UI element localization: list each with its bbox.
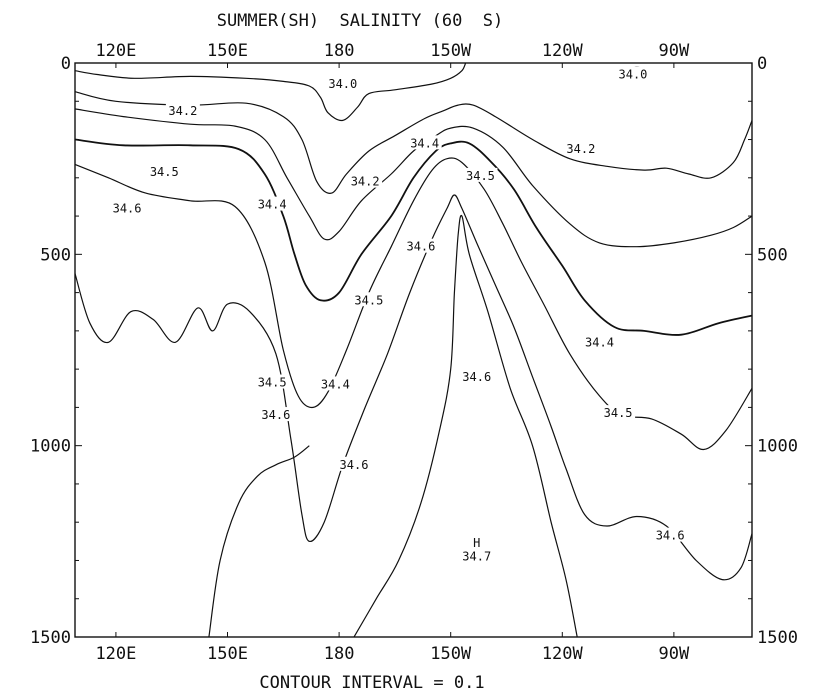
annotation-label: 34.7 [462, 549, 491, 563]
contour-label-mask [403, 238, 438, 253]
contour-label: 34.0 [328, 77, 357, 91]
contour-label-mask [325, 76, 360, 91]
contour-label: 34.5 [354, 293, 383, 307]
y-tick-label-left: 1500 [30, 628, 71, 648]
x-tick-label-top: 90W [659, 41, 690, 61]
x-tick-label-bottom: 180 [324, 644, 355, 664]
plot-frame [74, 62, 753, 638]
contour-label: 34.2 [168, 104, 197, 118]
contour-label: 34.2 [566, 142, 595, 156]
annotation-label: H [473, 536, 480, 550]
contour-label: 34.5 [466, 169, 495, 183]
contour-label-mask [601, 405, 636, 420]
contour-label-mask [336, 456, 371, 471]
contour-interval-note: CONTOUR INTERVAL = 0.1 [259, 673, 484, 693]
y-tick-label-right: 500 [757, 245, 788, 265]
plot-border [74, 62, 753, 638]
contour-label: 34.4 [410, 136, 439, 150]
contour-label: 34.6 [340, 458, 369, 472]
y-tick-label-right: 0 [757, 54, 767, 74]
contour-label-mask [407, 135, 442, 150]
contour-lines [74, 62, 753, 638]
contour-line-unlabeled [208, 445, 310, 638]
contour-label: 34.4 [258, 198, 287, 212]
x-tick-label-bottom: 120W [542, 644, 584, 664]
chart-title: SUMMER(SH) SALINITY (60 S) [217, 11, 504, 31]
contour-label-mask [255, 196, 290, 211]
x-tick-label-bottom: 120E [95, 644, 136, 664]
contour-label-mask [351, 292, 386, 307]
contour-label: 34.6 [113, 201, 142, 215]
contour-label-mask [165, 102, 200, 117]
contour-label: 34.5 [150, 165, 179, 179]
y-tick-label-left: 0 [61, 54, 71, 74]
contour-line-unlabeled [74, 194, 753, 581]
contour-labels: 34.0 34.0 34.2 34.2 34.2 34.4 34.4 34.4 34.4 34.5… [110, 66, 688, 543]
y-tick-label-left: 500 [40, 245, 71, 265]
x-tick-label-bottom: 150E [207, 644, 248, 664]
contour-line-34-2 [74, 91, 753, 194]
contour-label-mask [615, 66, 650, 81]
contour-label-mask [563, 141, 598, 156]
contour-label-mask [255, 374, 290, 389]
contour-label: 34.6 [656, 529, 685, 543]
x-tick-label-top: 150E [207, 41, 248, 61]
contour-label-mask [582, 334, 617, 349]
contour-label-mask [258, 407, 293, 422]
contour-line-34-6 [74, 157, 753, 451]
x-tick-label-bottom: 90W [659, 644, 690, 664]
contour-label: 34.6 [406, 240, 435, 254]
contour-label: 34.5 [258, 376, 287, 390]
x-tick-label-top: 120W [542, 41, 584, 61]
contour-label: 34.2 [351, 175, 380, 189]
contour-label-mask [653, 527, 688, 542]
x-tick-label-bottom: 150W [430, 644, 472, 664]
contour-line-34-0 [74, 62, 467, 122]
contour-label-mask [147, 164, 182, 179]
axes: 120E 120E 150E 150E 180 180 150W 150W 120W 120W 90… [30, 41, 798, 664]
contour-line-unlabeled [353, 214, 578, 638]
contour-label: 34.5 [604, 406, 633, 420]
contour-label-mask [348, 173, 383, 188]
x-tick-label-top: 180 [324, 41, 355, 61]
contour-label-mask [110, 200, 145, 215]
contour-label: 34.0 [619, 67, 648, 81]
contour-label-mask [318, 376, 353, 391]
y-tick-label-right: 1500 [757, 628, 798, 648]
contour-label-mask [463, 167, 498, 182]
y-tick-label-right: 1000 [757, 437, 798, 457]
annotations: H34.7 [462, 536, 491, 563]
contour-label: 34.6 [462, 370, 491, 384]
contour-label: 34.4 [321, 377, 350, 391]
x-tick-label-top: 150W [430, 41, 472, 61]
contour-label-mask [459, 368, 494, 383]
contour-line-34-5 [74, 138, 753, 336]
x-tick-label-top: 120E [95, 41, 136, 61]
y-tick-label-left: 1000 [30, 437, 71, 457]
contour-label: 34.4 [585, 335, 614, 349]
contour-label: 34.6 [261, 408, 290, 422]
